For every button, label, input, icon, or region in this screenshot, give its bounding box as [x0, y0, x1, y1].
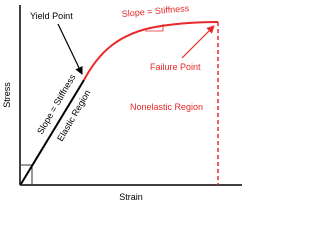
yield-point-label: Yield Point	[30, 11, 73, 21]
failure-arrow	[181, 25, 215, 59]
plastic-slope-label: Slope = Stiffness	[121, 3, 190, 19]
failure-point-label: Failure Point	[150, 62, 201, 72]
x-axis-label: Strain	[119, 192, 143, 202]
plastic-curve	[83, 21, 219, 81]
nonelastic-region-label: Nonelastic Region	[130, 102, 203, 112]
stress-strain-diagram: Stress Strain Yield Point Slope = Stiffn…	[2, 3, 242, 202]
yield-arrow	[57, 23, 83, 75]
elastic-line	[20, 79, 85, 185]
y-axis-label: Stress	[2, 82, 12, 108]
slope-triangle	[145, 24, 164, 32]
